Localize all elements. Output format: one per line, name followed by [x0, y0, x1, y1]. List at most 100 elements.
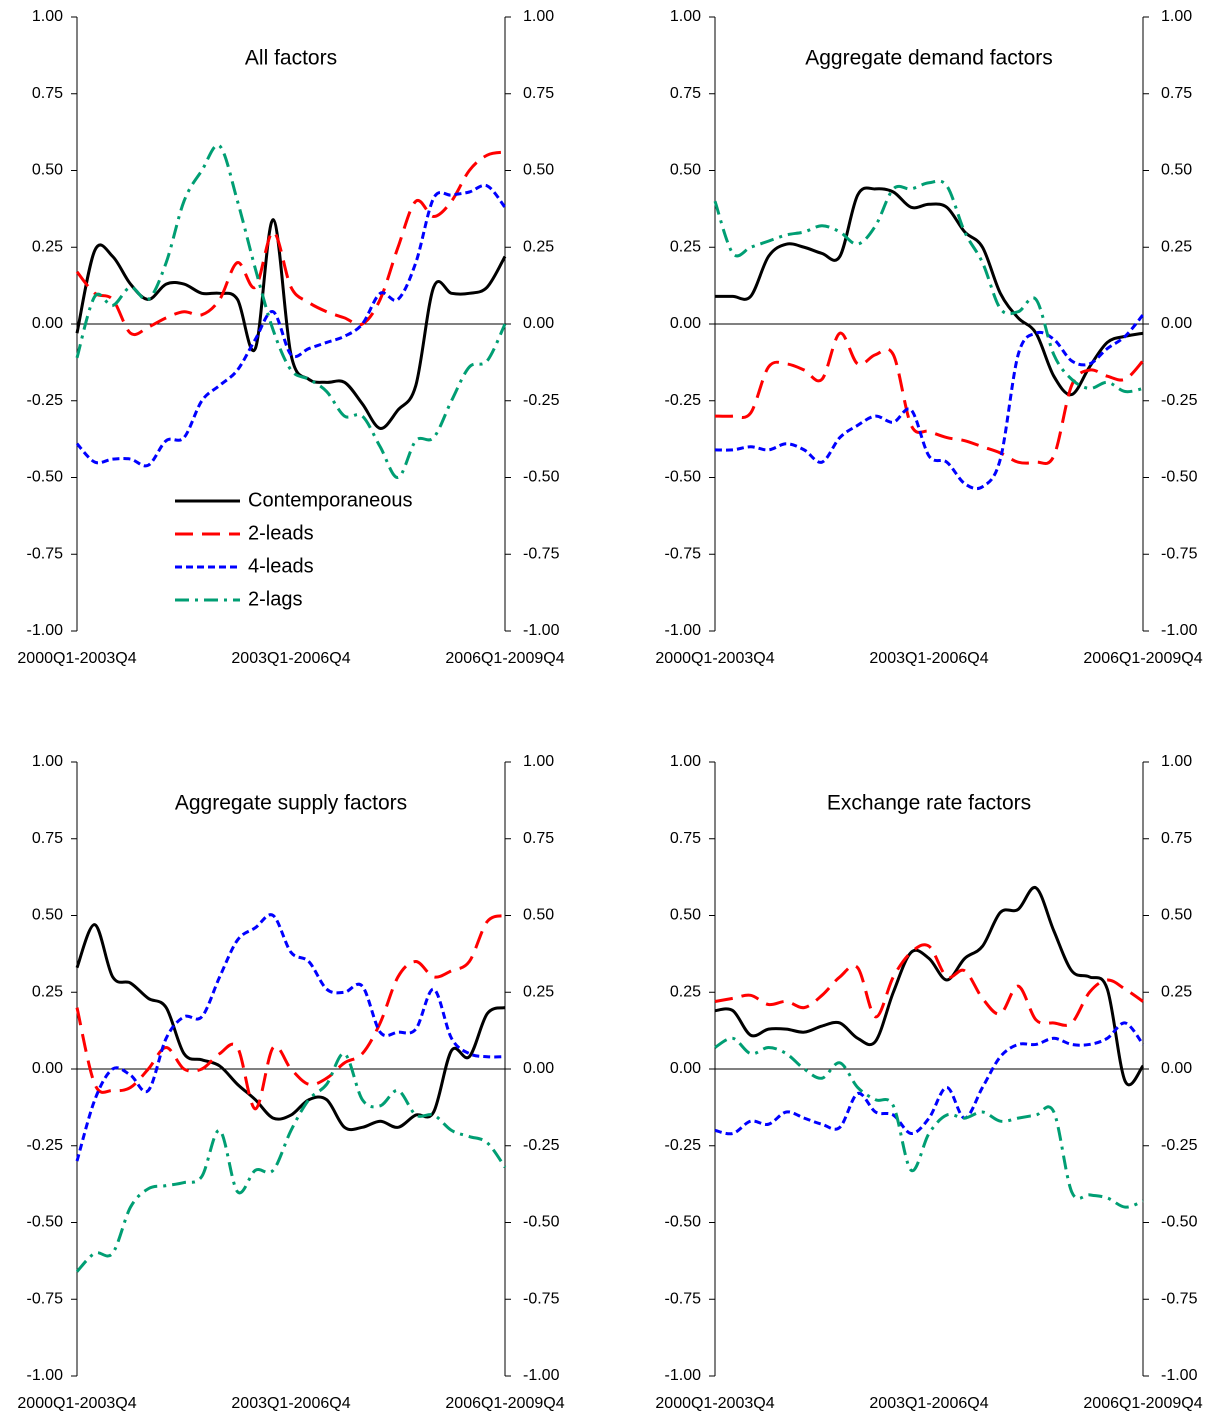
y2-tick-label: 0.50 [523, 907, 554, 924]
x-tick-label: 2003Q1-2006Q4 [231, 1395, 350, 1412]
y2-tick-label: 0.75 [1161, 85, 1192, 102]
y-tick-label: 0.25 [32, 983, 63, 1000]
x-tick-label: 2000Q1-2003Q4 [655, 650, 774, 667]
series-line [713, 179, 1144, 394]
y-tick-label: -1.00 [27, 622, 64, 639]
y2-tick-label: -0.75 [523, 545, 560, 562]
legend-label: 2-leads [248, 522, 314, 544]
legend-label: Contemporaneous [248, 489, 413, 511]
y2-tick-label: -1.00 [1161, 622, 1198, 639]
y-tick-label: 0.00 [670, 1060, 701, 1077]
x-tick-label: 2006Q1-2009Q4 [1083, 650, 1202, 667]
series-line [714, 1036, 1144, 1209]
y2-tick-label: -0.75 [1161, 545, 1198, 562]
y-tick-label: 0.50 [670, 162, 701, 179]
y-tick-label: -0.75 [665, 1290, 702, 1307]
series-line [714, 186, 1144, 397]
y-tick-label: 0.75 [670, 85, 701, 102]
y-tick-label: -0.75 [665, 545, 702, 562]
y-tick-label: -1.00 [665, 1367, 702, 1384]
series-line [75, 1052, 507, 1273]
y2-tick-label: -0.50 [1161, 1214, 1198, 1231]
y2-tick-label: 0.00 [523, 315, 554, 332]
x-tick-label: 2003Q1-2006Q4 [231, 650, 350, 667]
x-tick-label: 2003Q1-2006Q4 [869, 1395, 988, 1412]
y2-tick-label: -0.50 [523, 1214, 560, 1231]
y2-tick-label: 0.00 [1161, 315, 1192, 332]
y-tick-label: 0.00 [32, 315, 63, 332]
series-line [714, 313, 1145, 491]
y2-tick-label: 0.75 [523, 85, 554, 102]
y-tick-label: 0.75 [670, 830, 701, 847]
y-tick-label: -0.50 [27, 469, 64, 486]
y2-tick-label: 1.00 [1161, 8, 1192, 25]
y-tick-label: -0.75 [27, 1290, 64, 1307]
y-tick-label: 0.75 [32, 830, 63, 847]
y-tick-label: 1.00 [670, 8, 701, 25]
y-tick-label: -0.25 [665, 1137, 702, 1154]
series-line [714, 943, 1144, 1027]
y-tick-label: -0.50 [27, 1214, 64, 1231]
y-tick-label: 0.50 [670, 907, 701, 924]
series-line [75, 150, 506, 337]
series-line [75, 923, 506, 1132]
legend-label: 2-lags [248, 588, 302, 610]
y2-tick-label: -0.25 [1161, 1137, 1198, 1154]
chart-title: Aggregate supply factors [175, 792, 407, 815]
series-line [714, 886, 1145, 1087]
y2-tick-label: 1.00 [1161, 753, 1192, 770]
series-line [714, 331, 1145, 465]
chart-title: All factors [245, 47, 337, 70]
y-tick-label: 1.00 [32, 753, 63, 770]
x-tick-label: 2003Q1-2006Q4 [869, 650, 988, 667]
x-tick-label: 2006Q1-2009Q4 [445, 650, 564, 667]
y-tick-label: -0.25 [27, 392, 64, 409]
y2-tick-label: -0.75 [1161, 1290, 1198, 1307]
y2-tick-label: 0.00 [523, 1060, 554, 1077]
series-line [75, 913, 506, 1162]
x-tick-label: 2000Q1-2003Q4 [655, 1395, 774, 1412]
y-tick-label: 0.50 [32, 162, 63, 179]
y-tick-label: -0.25 [665, 392, 702, 409]
legend-label: 4-leads [248, 555, 314, 577]
y-tick-label: 0.25 [670, 238, 701, 255]
y2-tick-label: -1.00 [523, 622, 560, 639]
y2-tick-label: 0.50 [523, 162, 554, 179]
y-tick-label: 0.00 [32, 1060, 63, 1077]
y2-tick-label: 0.25 [1161, 983, 1192, 1000]
y2-tick-label: 0.00 [1161, 1060, 1192, 1077]
y-tick-label: 0.75 [32, 85, 63, 102]
y-tick-label: -1.00 [27, 1367, 64, 1384]
series-line [75, 183, 507, 468]
y2-tick-label: -0.50 [1161, 469, 1198, 486]
series-line [75, 143, 507, 479]
y-tick-label: 1.00 [670, 753, 701, 770]
y2-tick-label: 0.25 [523, 238, 554, 255]
y2-tick-label: 0.25 [1161, 238, 1192, 255]
y-tick-label: 1.00 [32, 8, 63, 25]
series-line [714, 1021, 1145, 1136]
y-tick-label: -0.50 [665, 1214, 702, 1231]
y2-tick-label: -0.25 [1161, 392, 1198, 409]
y-tick-label: -0.75 [27, 545, 64, 562]
y2-tick-label: 0.50 [1161, 907, 1192, 924]
y-tick-label: 0.25 [670, 983, 701, 1000]
y-tick-label: -0.25 [27, 1137, 64, 1154]
y-tick-label: 0.50 [32, 907, 63, 924]
x-tick-label: 2006Q1-2009Q4 [445, 1395, 564, 1412]
y2-tick-label: 0.50 [1161, 162, 1192, 179]
y-tick-label: 0.00 [670, 315, 701, 332]
y2-tick-label: 0.25 [523, 983, 554, 1000]
y2-tick-label: 0.75 [1161, 830, 1192, 847]
y-tick-label: 0.25 [32, 238, 63, 255]
series-line [75, 914, 506, 1111]
x-tick-label: 2006Q1-2009Q4 [1083, 1395, 1202, 1412]
y2-tick-label: 1.00 [523, 8, 554, 25]
chart-title: Aggregate demand factors [805, 47, 1053, 70]
x-tick-label: 2000Q1-2003Q4 [17, 1395, 136, 1412]
y2-tick-label: -1.00 [523, 1367, 560, 1384]
x-tick-label: 2000Q1-2003Q4 [17, 650, 136, 667]
y2-tick-label: 1.00 [523, 753, 554, 770]
y2-tick-label: 0.75 [523, 830, 554, 847]
